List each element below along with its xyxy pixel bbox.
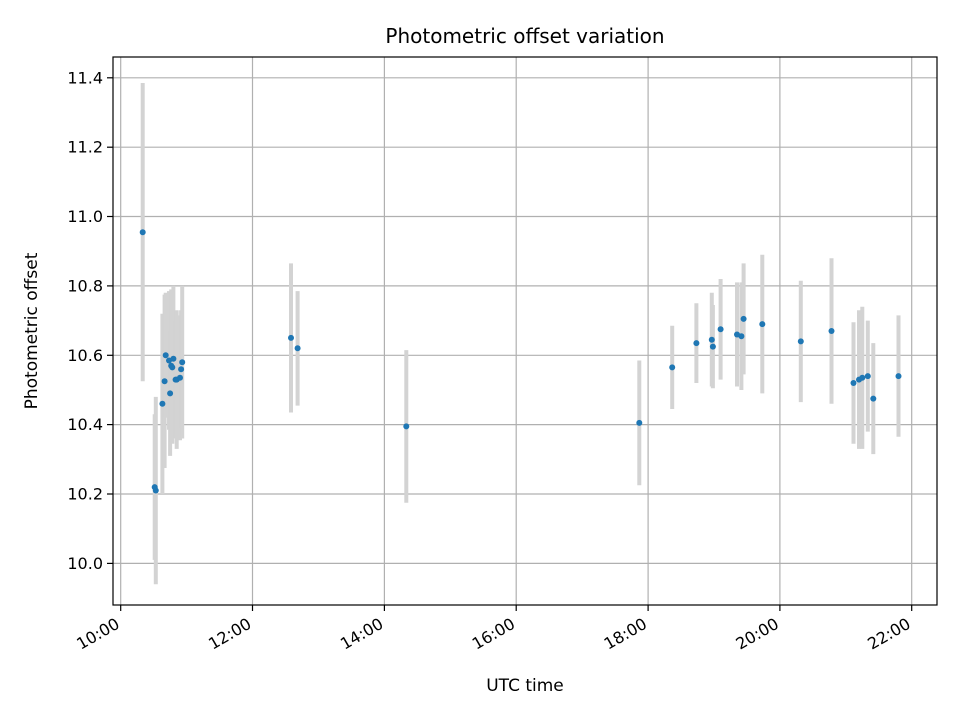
data-point: [179, 359, 186, 366]
data-point: [740, 315, 747, 322]
x-axis-label: UTC time: [486, 676, 564, 696]
y-tick-label: 11.0: [67, 207, 103, 226]
y-tick-label: 10.4: [67, 415, 103, 434]
data-point: [708, 336, 715, 343]
y-tick-label: 11.4: [67, 68, 103, 87]
y-tick-label: 10.2: [67, 485, 103, 504]
data-point: [178, 366, 185, 373]
chart-title: Photometric offset variation: [385, 24, 664, 48]
y-tick-label: 10.0: [67, 554, 103, 573]
data-point: [797, 338, 804, 345]
data-point: [828, 328, 835, 334]
data-point: [162, 352, 169, 359]
data-point: [177, 374, 183, 381]
data-points: [139, 229, 902, 494]
plot-frame: [112, 56, 938, 606]
data-point: [669, 364, 676, 371]
data-point: [895, 373, 902, 380]
data-point: [170, 355, 177, 362]
y-axis-label: Photometric offset: [22, 252, 42, 409]
data-point: [850, 380, 857, 386]
data-point: [636, 419, 643, 426]
data-point: [167, 390, 174, 397]
data-point: [294, 345, 301, 352]
y-tick-label: 10.6: [67, 346, 103, 365]
data-point: [738, 333, 745, 340]
y-tick-label: 10.8: [67, 276, 103, 295]
data-point: [870, 395, 877, 402]
data-point: [717, 326, 724, 333]
data-point: [693, 340, 700, 347]
data-point: [152, 487, 159, 494]
data-point: [859, 374, 866, 381]
data-point: [161, 378, 168, 385]
data-point: [709, 343, 716, 350]
data-point: [169, 364, 176, 371]
y-tick-label: 11.2: [67, 138, 103, 157]
y-axis-ticks: 10.0 10.2 10.4 10.6 10.8 11.0 11.2 11.4: [67, 68, 113, 573]
data-point: [759, 321, 766, 328]
data-point: [403, 423, 410, 430]
data-point: [288, 334, 294, 341]
data-point: [159, 400, 166, 407]
data-point: [864, 373, 871, 380]
data-point: [139, 229, 146, 236]
